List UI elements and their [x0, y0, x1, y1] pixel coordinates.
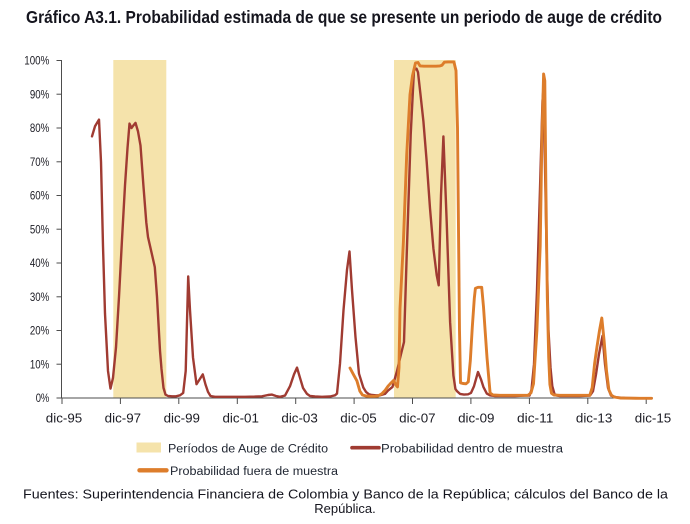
svg-text:0%: 0%	[36, 391, 50, 405]
svg-text:dic-11: dic-11	[517, 411, 553, 426]
svg-text:dic-03: dic-03	[281, 411, 317, 426]
svg-text:Probabilidad fuera de muestra: Probabilidad fuera de muestra	[170, 466, 339, 478]
svg-text:Períodos de Auge de Crédito: Períodos de Auge de Crédito	[168, 444, 328, 456]
svg-text:Gráfico A3.1. Probabilidad est: Gráfico A3.1. Probabilidad estimada de q…	[26, 7, 662, 27]
svg-text:20%: 20%	[30, 324, 50, 338]
svg-text:dic-01: dic-01	[223, 411, 259, 426]
svg-text:República.: República.	[314, 501, 375, 516]
svg-text:dic-13: dic-13	[576, 411, 612, 426]
svg-text:dic-95: dic-95	[46, 411, 82, 426]
svg-text:70%: 70%	[30, 155, 50, 169]
svg-text:90%: 90%	[30, 88, 50, 102]
svg-text:30%: 30%	[30, 290, 50, 304]
svg-text:dic-15: dic-15	[635, 411, 671, 426]
svg-text:Probabilidad dentro de muestra: Probabilidad dentro de muestra	[381, 444, 564, 456]
svg-text:dic-99: dic-99	[164, 411, 200, 426]
svg-text:60%: 60%	[30, 189, 50, 203]
svg-text:40%: 40%	[30, 256, 50, 270]
svg-text:dic-97: dic-97	[105, 411, 141, 426]
svg-text:100%: 100%	[24, 54, 49, 68]
svg-text:80%: 80%	[30, 121, 50, 135]
svg-text:50%: 50%	[30, 222, 50, 236]
svg-text:dic-05: dic-05	[340, 411, 376, 426]
svg-text:10%: 10%	[30, 357, 50, 371]
svg-text:Fuentes: Superintendencia Fina: Fuentes: Superintendencia Financiera de …	[23, 487, 669, 502]
svg-text:dic-09: dic-09	[458, 411, 494, 426]
svg-text:dic-07: dic-07	[399, 411, 435, 426]
